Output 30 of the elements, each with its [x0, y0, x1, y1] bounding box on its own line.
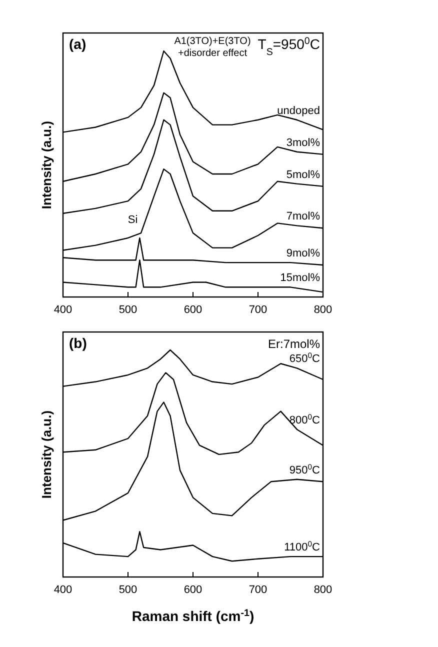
series-label: 7mol% [286, 210, 320, 223]
series-label: 9mol% [286, 248, 320, 260]
x-tick-label: 400 [54, 584, 72, 596]
series-label: 15mol% [280, 272, 320, 284]
y-axis-title: Intensity (a.u.) [39, 120, 54, 210]
y-axis-title: Intensity (a.u.) [39, 410, 54, 499]
x-tick-label: 400 [54, 304, 72, 316]
x-axis-title: Raman shift (cm$^{-1}$) [132, 608, 254, 624]
series-label: 5mol% [286, 168, 320, 181]
annotation: +disorder effect [178, 48, 248, 59]
series-label: 650$^{0}$C [289, 350, 320, 366]
x-tick-label: 700 [248, 304, 268, 316]
x-tick-label: 600 [184, 304, 202, 316]
x-tick-label: 700 [248, 584, 268, 596]
x-tick-label: 500 [118, 304, 138, 316]
series-label: 800$^{0}$C [289, 412, 320, 426]
x-tick-label: 500 [118, 584, 138, 596]
x-tick-label: 600 [184, 584, 202, 596]
annotation: Si [128, 214, 138, 226]
x-tick-label: 800 [314, 304, 332, 316]
series-label: undoped [277, 104, 320, 117]
chart-title: (a) [69, 36, 86, 52]
annotation: Er:7mol% [268, 337, 320, 351]
chart-title: (b) [69, 335, 87, 351]
annotation: T$_{S}$=950$^{0}$C [258, 36, 320, 58]
series-label: 3mol% [286, 136, 320, 149]
series-label: 950$^{0}$C [289, 462, 320, 476]
x-tick-label: 800 [314, 584, 332, 596]
text: A1(3TO)+E(3TO) [174, 36, 251, 47]
series-label: 1100$^{0}$C [284, 539, 320, 554]
